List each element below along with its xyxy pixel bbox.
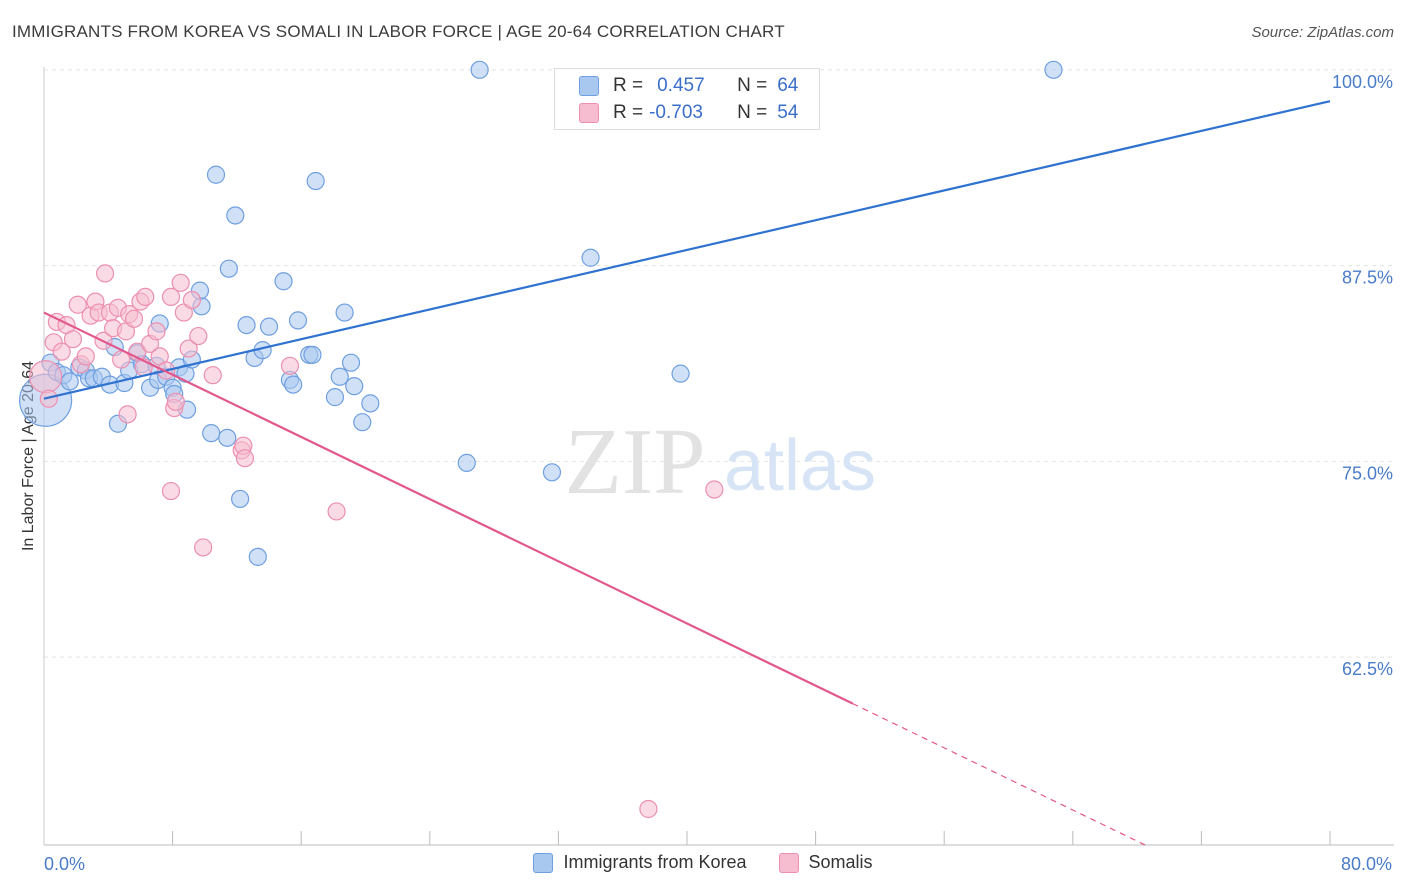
axis-tick-labels: 100.0% 87.5% 75.0% 62.5% 0.0% 80.0% (44, 72, 1393, 874)
korea-point (341, 353, 361, 372)
korea-point (226, 206, 245, 225)
korea-point (335, 303, 354, 322)
data-points (19, 60, 1063, 819)
korea-point (259, 317, 279, 336)
somali-point (235, 449, 255, 468)
korea-point (288, 311, 308, 330)
somali-point (161, 287, 181, 306)
x-tick-label-max: 80.0% (1341, 854, 1392, 874)
legend-r-label: R = (613, 102, 644, 123)
watermark-atlas: atlas (724, 426, 876, 506)
chart-source: Source: ZipAtlas.com (1251, 24, 1394, 41)
series-legend-korea[interactable]: Immigrants from Korea (533, 852, 747, 873)
legend-row-korea: R = 0.457 N = 64 (579, 73, 798, 99)
korea-point (248, 547, 267, 566)
legend-r-value: -0.703 (649, 102, 703, 123)
somali-point (118, 405, 137, 424)
somali-point (280, 356, 300, 375)
somali-point (182, 290, 201, 310)
somali-point (189, 326, 208, 346)
korea-point (671, 364, 690, 383)
korea-point (231, 489, 250, 509)
somali-point (194, 538, 213, 557)
legend-swatch-somalis (579, 103, 599, 123)
korea-point (284, 375, 303, 394)
somali-point (171, 273, 190, 292)
somali-trend-line-dashed (852, 702, 1146, 846)
y-tick-label: 87.5% (1342, 268, 1393, 288)
korea-trend-line (43, 100, 1331, 400)
legend-n-label: N = (737, 102, 768, 123)
somali-point (136, 287, 155, 306)
korea-point (237, 315, 256, 335)
legend-n-value: 54 (777, 102, 799, 123)
somali-point (705, 480, 724, 499)
korea-point (361, 394, 380, 413)
korea-point (274, 272, 293, 291)
series-legend: Immigrants from Korea Somalis (0, 852, 1406, 873)
trend-lines (43, 100, 1331, 846)
series-label-korea: Immigrants from Korea (563, 852, 747, 872)
series-swatch-somalis (778, 852, 799, 873)
korea-point (306, 171, 325, 191)
somali-trend-line (43, 311, 854, 705)
somali-point (29, 360, 63, 394)
legend-n-value: 64 (777, 75, 799, 96)
korea-point (206, 165, 226, 184)
chart-title: IMMIGRANTS FROM KOREA VS SOMALI IN LABOR… (12, 22, 785, 41)
legend-r-value: 0.457 (657, 75, 705, 96)
somali-point (161, 481, 181, 501)
korea-point (218, 428, 237, 447)
somali-point (76, 347, 95, 366)
y-tick-label: 100.0% (1332, 72, 1393, 92)
y-tick-label: 62.5% (1342, 659, 1393, 679)
gridlines (44, 69, 1394, 658)
korea-point (470, 60, 489, 79)
korea-point (457, 453, 476, 472)
watermark-zip: ZIP (565, 410, 706, 514)
korea-point (1044, 60, 1063, 79)
axes (43, 67, 1394, 846)
korea-point (303, 345, 322, 364)
somali-point (68, 295, 87, 314)
somali-point (166, 392, 185, 411)
series-swatch-korea (533, 852, 554, 873)
stats-legend: R = 0.457 N = 64 R = -0.703 N = 54 (554, 68, 820, 130)
korea-point (581, 248, 600, 267)
somali-point (179, 339, 198, 358)
somali-point (203, 366, 222, 385)
somali-point (95, 264, 115, 283)
legend-r-label: R = (613, 75, 644, 96)
korea-point (202, 424, 221, 443)
legend-swatch-korea (579, 76, 599, 96)
korea-point (219, 259, 238, 278)
x-tick-label-min: 0.0% (44, 854, 85, 874)
korea-point (542, 463, 562, 482)
korea-point (345, 377, 364, 396)
korea-point (353, 413, 372, 432)
somali-point (327, 502, 346, 521)
somali-point (639, 799, 658, 819)
somali-point (147, 322, 166, 341)
y-tick-label: 75.0% (1342, 463, 1393, 483)
somali-point (52, 342, 71, 361)
legend-n-label: N = (737, 75, 768, 96)
korea-point (325, 388, 345, 407)
series-legend-somalis[interactable]: Somalis (778, 852, 873, 873)
korea-point (330, 367, 349, 386)
series-label-somalis: Somalis (808, 852, 873, 872)
somali-point (124, 309, 144, 328)
legend-row-somalis: R = -0.703 N = 54 (579, 100, 798, 126)
somali-point (63, 330, 83, 349)
